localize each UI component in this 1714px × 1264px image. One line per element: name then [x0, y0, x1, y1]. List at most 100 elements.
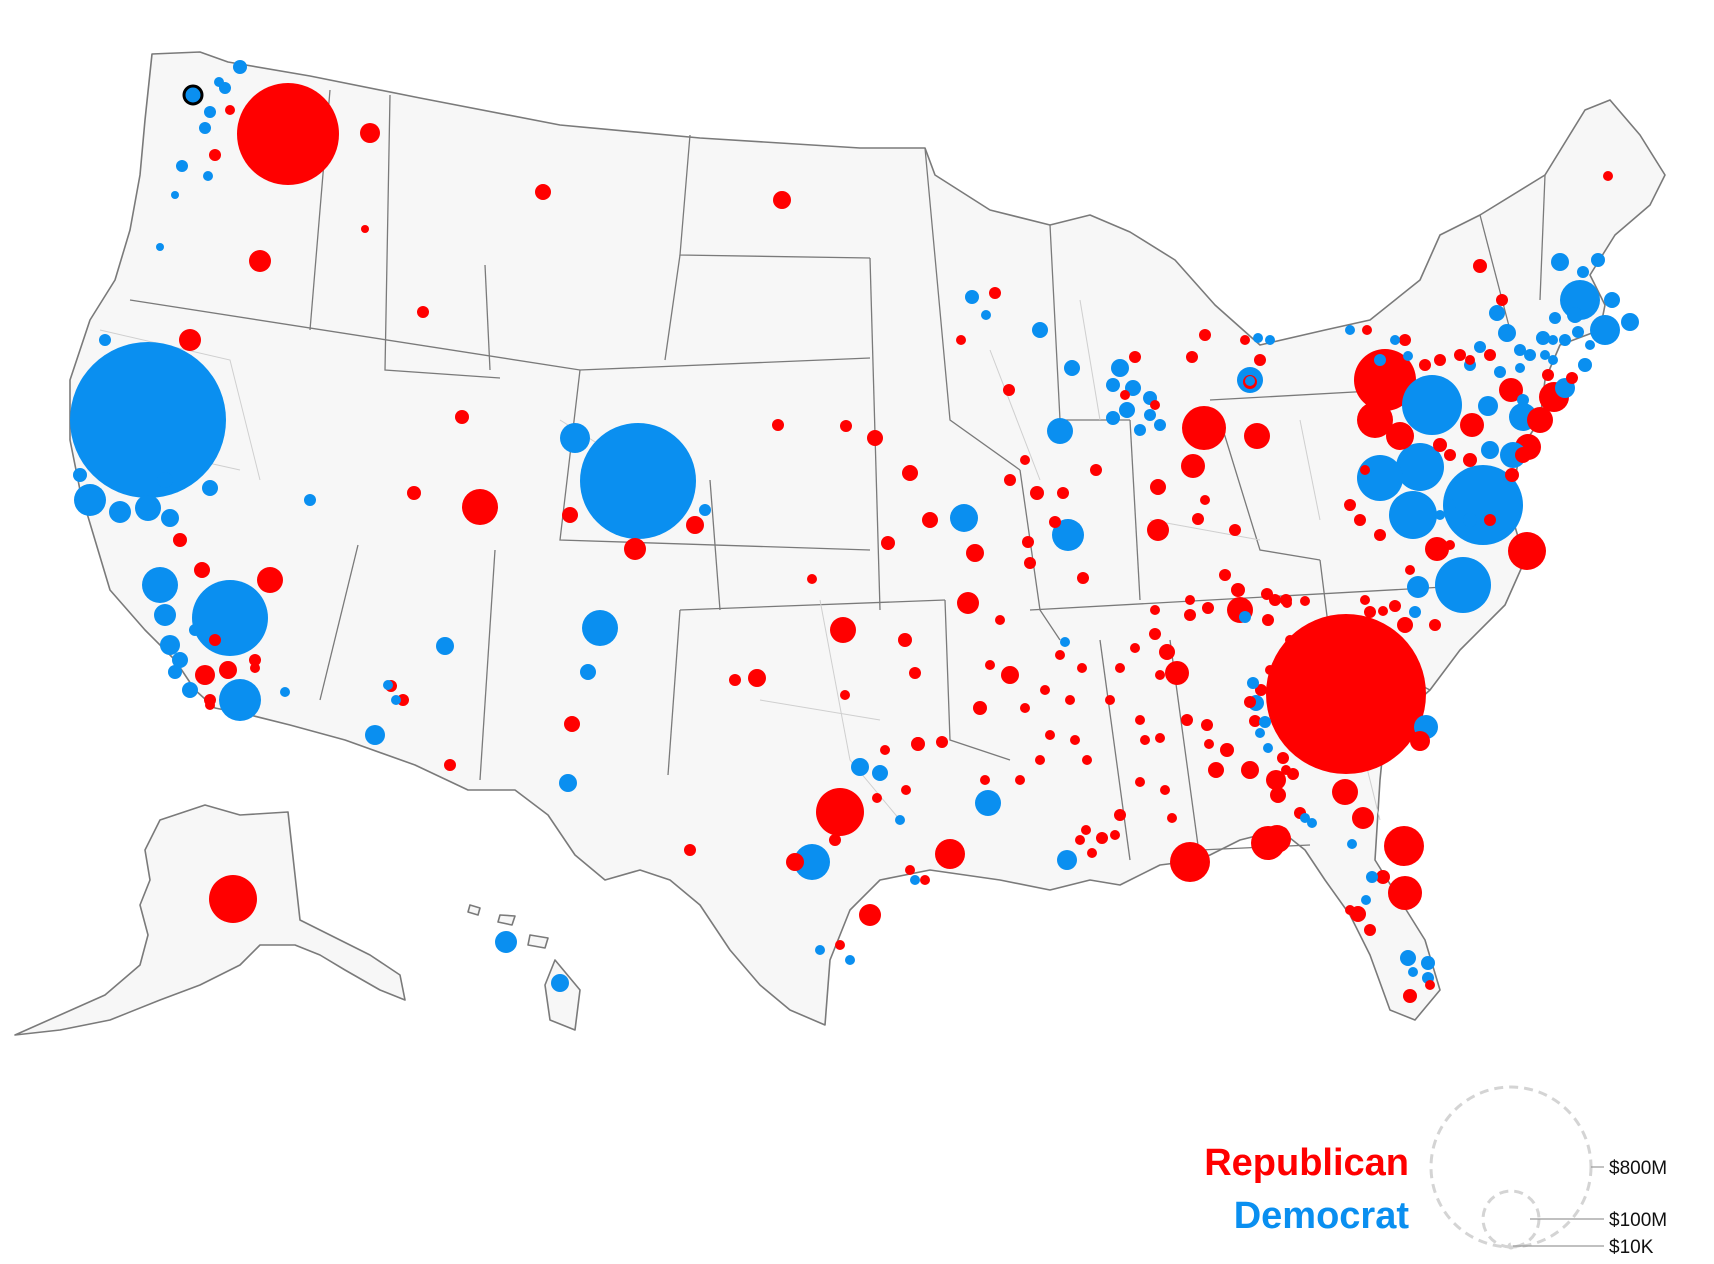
- republican-district-bubble[interactable]: [455, 410, 469, 424]
- republican-district-bubble[interactable]: [966, 544, 984, 562]
- republican-district-bubble[interactable]: [1374, 529, 1386, 541]
- democrat-district-bubble[interactable]: [1463, 513, 1477, 527]
- republican-district-bubble[interactable]: [209, 634, 221, 646]
- democrat-district-bubble[interactable]: [582, 610, 618, 646]
- democrat-district-bubble[interactable]: [1400, 950, 1416, 966]
- democrat-district-bubble[interactable]: [1548, 355, 1558, 365]
- republican-district-bubble[interactable]: [1020, 455, 1030, 465]
- republican-district-bubble[interactable]: [901, 785, 911, 795]
- republican-district-bubble[interactable]: [257, 567, 283, 593]
- republican-district-bubble[interactable]: [1199, 329, 1211, 341]
- democrat-district-bubble[interactable]: [1389, 491, 1437, 539]
- republican-district-bubble[interactable]: [1057, 487, 1069, 499]
- republican-district-bubble[interactable]: [1425, 980, 1435, 990]
- democrat-district-bubble[interactable]: [1374, 354, 1386, 366]
- republican-district-bubble[interactable]: [1231, 583, 1245, 597]
- republican-district-bubble[interactable]: [535, 184, 551, 200]
- republican-district-bubble[interactable]: [1278, 827, 1288, 837]
- republican-district-bubble[interactable]: [1281, 765, 1291, 775]
- republican-district-bubble[interactable]: [1229, 524, 1241, 536]
- democrat-district-bubble[interactable]: [214, 77, 224, 87]
- democrat-district-bubble[interactable]: [495, 931, 517, 953]
- republican-district-bubble[interactable]: [1603, 171, 1613, 181]
- democrat-district-bubble[interactable]: [1621, 313, 1639, 331]
- republican-district-bubble[interactable]: [564, 716, 580, 732]
- republican-district-bubble[interactable]: [1001, 666, 1019, 684]
- republican-district-bubble[interactable]: [1454, 349, 1466, 361]
- republican-district-bubble[interactable]: [1241, 761, 1259, 779]
- democrat-district-bubble[interactable]: [815, 945, 825, 955]
- republican-district-bubble[interactable]: [1075, 835, 1085, 845]
- republican-district-bubble[interactable]: [1096, 832, 1108, 844]
- republican-district-bubble[interactable]: [1020, 703, 1030, 713]
- democrat-district-bubble[interactable]: [1409, 606, 1421, 618]
- democrat-district-bubble[interactable]: [1239, 611, 1251, 623]
- republican-district-bubble[interactable]: [1345, 905, 1355, 915]
- democrat-district-bubble[interactable]: [1259, 716, 1271, 728]
- democrat-district-bubble[interactable]: [1408, 967, 1418, 977]
- republican-district-bubble[interactable]: [1405, 565, 1415, 575]
- republican-district-bubble[interactable]: [1130, 643, 1140, 653]
- republican-district-bubble[interactable]: [1386, 422, 1414, 450]
- democrat-district-bubble[interactable]: [365, 725, 385, 745]
- republican-district-bubble[interactable]: [444, 759, 456, 771]
- republican-district-bubble[interactable]: [1460, 413, 1484, 437]
- republican-district-bubble[interactable]: [840, 420, 852, 432]
- republican-district-bubble[interactable]: [1192, 513, 1204, 525]
- democrat-district-bubble[interactable]: [1032, 322, 1048, 338]
- democrat-district-bubble[interactable]: [699, 504, 711, 516]
- republican-district-bubble[interactable]: [1204, 739, 1214, 749]
- republican-district-bubble[interactable]: [1364, 924, 1376, 936]
- democrat-district-bubble[interactable]: [1154, 419, 1166, 431]
- republican-district-bubble[interactable]: [1354, 514, 1366, 526]
- republican-district-bubble[interactable]: [1015, 775, 1025, 785]
- democrat-district-bubble[interactable]: [1300, 813, 1310, 823]
- democrat-district-bubble[interactable]: [391, 695, 401, 705]
- democrat-district-bubble[interactable]: [1052, 519, 1084, 551]
- democrat-district-bubble[interactable]: [1578, 358, 1592, 372]
- democrat-district-bubble[interactable]: [189, 624, 201, 636]
- republican-district-bubble[interactable]: [250, 663, 260, 673]
- republican-district-bubble[interactable]: [219, 661, 237, 679]
- democrat-district-bubble[interactable]: [1307, 818, 1317, 828]
- democrat-district-bubble[interactable]: [1255, 728, 1265, 738]
- democrat-district-bubble[interactable]: [1559, 334, 1571, 346]
- republican-district-bubble[interactable]: [980, 775, 990, 785]
- democrat-district-bubble[interactable]: [1515, 363, 1525, 373]
- republican-district-bubble[interactable]: [1150, 605, 1160, 615]
- republican-district-bubble[interactable]: [194, 562, 210, 578]
- republican-district-bubble[interactable]: [829, 834, 841, 846]
- democrat-district-bubble[interactable]: [1263, 743, 1273, 753]
- republican-district-bubble[interactable]: [936, 736, 948, 748]
- republican-district-bubble[interactable]: [237, 83, 339, 185]
- republican-district-bubble[interactable]: [1300, 596, 1310, 606]
- republican-district-bubble[interactable]: [1364, 606, 1376, 618]
- republican-district-bubble[interactable]: [1566, 372, 1578, 384]
- republican-district-bubble[interactable]: [1515, 447, 1531, 463]
- democrat-district-bubble[interactable]: [910, 875, 920, 885]
- republican-district-bubble[interactable]: [1055, 650, 1065, 660]
- republican-district-bubble[interactable]: [1473, 259, 1487, 273]
- republican-district-bubble[interactable]: [562, 507, 578, 523]
- republican-district-bubble[interactable]: [1240, 335, 1250, 345]
- democrat-district-bubble[interactable]: [1577, 266, 1589, 278]
- democrat-district-bubble[interactable]: [981, 310, 991, 320]
- republican-district-bubble[interactable]: [905, 865, 915, 875]
- democrat-district-bubble[interactable]: [1111, 359, 1129, 377]
- republican-district-bubble[interactable]: [1298, 748, 1308, 758]
- democrat-district-bubble[interactable]: [872, 765, 888, 781]
- republican-district-bubble[interactable]: [1266, 770, 1286, 790]
- republican-district-bubble[interactable]: [902, 465, 918, 481]
- republican-district-bubble[interactable]: [1182, 406, 1226, 450]
- democrat-district-bubble[interactable]: [157, 472, 173, 488]
- democrat-district-bubble[interactable]: [1494, 366, 1506, 378]
- republican-district-bubble[interactable]: [1105, 695, 1115, 705]
- democrat-district-bubble[interactable]: [1253, 333, 1263, 343]
- democrat-district-bubble[interactable]: [74, 484, 106, 516]
- democrat-district-bubble[interactable]: [965, 290, 979, 304]
- democrat-district-bubble[interactable]: [304, 494, 316, 506]
- republican-district-bubble[interactable]: [1045, 730, 1055, 740]
- republican-district-bubble[interactable]: [1508, 532, 1546, 570]
- republican-district-bubble[interactable]: [1200, 495, 1210, 505]
- republican-district-bubble[interactable]: [1077, 572, 1089, 584]
